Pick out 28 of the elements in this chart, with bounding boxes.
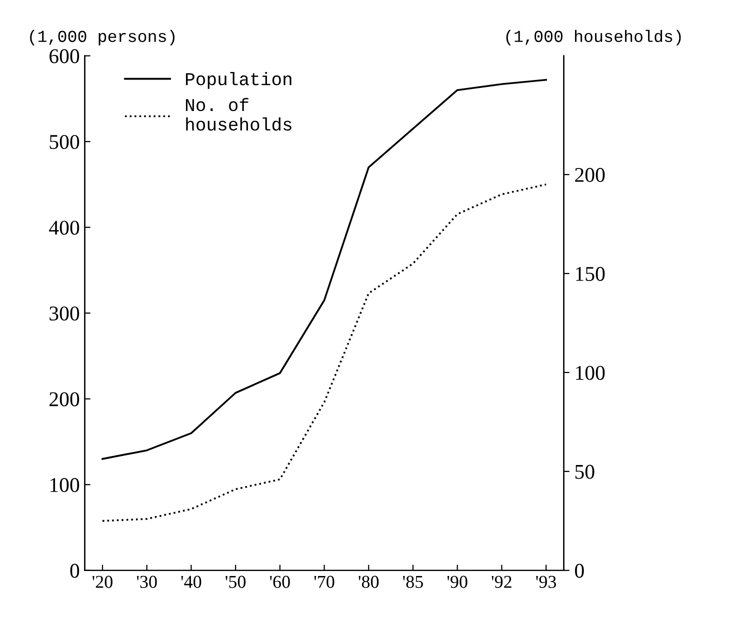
y-tick-label: 200 [50, 392, 80, 406]
line-series [102, 184, 547, 522]
y-tick-label: 400 [49, 220, 80, 235]
y-axis-title: (1,000 persons) [30, 30, 174, 46]
y-tick-label: 500 [50, 134, 80, 149]
x-tick-label: '60 [270, 576, 290, 588]
y-tick-label: 600 [50, 49, 80, 64]
legend-label: Population [186, 72, 292, 89]
legend-label: No. of households [186, 98, 292, 131]
y2-tick-label: 50 [575, 464, 594, 479]
y2-tick-label: 0 [575, 564, 584, 578]
y2-tick-label: 100 [576, 366, 605, 380]
y-tick-label: 300 [50, 306, 80, 321]
y2-tick-label: 150 [576, 266, 605, 281]
y-tick-label: 0 [70, 564, 80, 578]
x-tick-label: '92 [492, 576, 512, 588]
x-tick-label: '20 [92, 576, 112, 588]
x-tick-label: '85 [403, 576, 423, 588]
y-tick-label: 100 [50, 478, 80, 492]
x-tick-label: '93 [536, 576, 556, 588]
y2-axis-title: (1,000 households) [506, 30, 681, 46]
x-tick-label: '50 [226, 576, 246, 588]
x-tick-label: '30 [136, 576, 157, 588]
x-tick-label: '80 [358, 576, 379, 588]
y2-tick-label: 200 [575, 168, 605, 182]
x-tick-label: '40 [181, 576, 202, 588]
x-tick-label: '90 [447, 576, 468, 588]
x-tick-label: '70 [314, 576, 334, 588]
